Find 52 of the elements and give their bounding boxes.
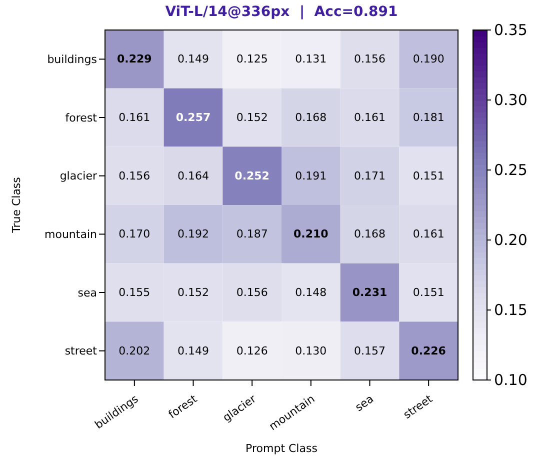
data-label: 0.130: [295, 344, 327, 358]
y-tick-label: glacier: [60, 170, 98, 183]
x-tick-label: sea: [352, 392, 376, 414]
data-label: 0.151: [412, 169, 444, 182]
data-label: 0.161: [412, 228, 444, 241]
data-label: 0.157: [354, 344, 386, 358]
data-label: 0.231: [352, 286, 388, 299]
data-label: 0.202: [118, 344, 150, 358]
data-label: 0.151: [412, 286, 444, 299]
data-label: 0.226: [411, 344, 446, 358]
x-axis-title: Prompt Class: [246, 442, 318, 455]
data-label: 0.181: [412, 111, 444, 124]
data-label: 0.192: [178, 228, 209, 241]
y-tick-label: mountain: [44, 228, 98, 242]
data-label: 0.152: [178, 286, 209, 299]
data-label: 0.161: [118, 111, 150, 124]
color-bar-label: 0.30: [494, 91, 528, 109]
color-bar-label: 0.15: [494, 301, 528, 319]
data-label: 0.164: [178, 169, 209, 182]
data-label: 0.161: [354, 111, 386, 124]
chart-title: ViT-L/14@336px | Acc=0.891: [164, 4, 399, 20]
data-label: 0.257: [176, 111, 211, 124]
y-tick-label: forest: [65, 111, 98, 124]
data-label: 0.210: [294, 228, 329, 241]
data-label: 0.131: [295, 52, 327, 66]
color-bar-label: 0.20: [494, 231, 528, 249]
data-label: 0.187: [236, 228, 268, 241]
data-label: 0.126: [236, 344, 268, 358]
y-tick-label: buildings: [47, 53, 98, 66]
data-label: 0.156: [236, 286, 268, 299]
data-label: 0.229: [117, 52, 152, 66]
y-tick-label: street: [64, 344, 98, 358]
data-label: 0.156: [118, 169, 150, 182]
data-label: 0.148: [295, 286, 327, 299]
data-label: 0.155: [118, 286, 150, 299]
color-bar-label: 0.35: [494, 21, 528, 39]
y-tick-label: sea: [78, 286, 97, 300]
data-label: 0.170: [118, 228, 150, 241]
data-label: 0.168: [354, 228, 386, 241]
data-label: 0.149: [178, 344, 209, 358]
data-label: 0.191: [295, 169, 327, 182]
data-label: 0.156: [354, 52, 386, 66]
y-axis-title: True Class: [10, 176, 23, 234]
data-label: 0.125: [236, 52, 268, 66]
color-bar-label: 0.10: [494, 371, 528, 389]
data-label: 0.168: [295, 111, 327, 124]
data-label: 0.252: [234, 169, 270, 182]
data-label: 0.149: [178, 52, 209, 66]
data-label: 0.190: [412, 52, 444, 66]
color-bar-label: 0.25: [494, 161, 528, 179]
data-label: 0.152: [236, 111, 268, 124]
data-label: 0.171: [354, 169, 386, 182]
